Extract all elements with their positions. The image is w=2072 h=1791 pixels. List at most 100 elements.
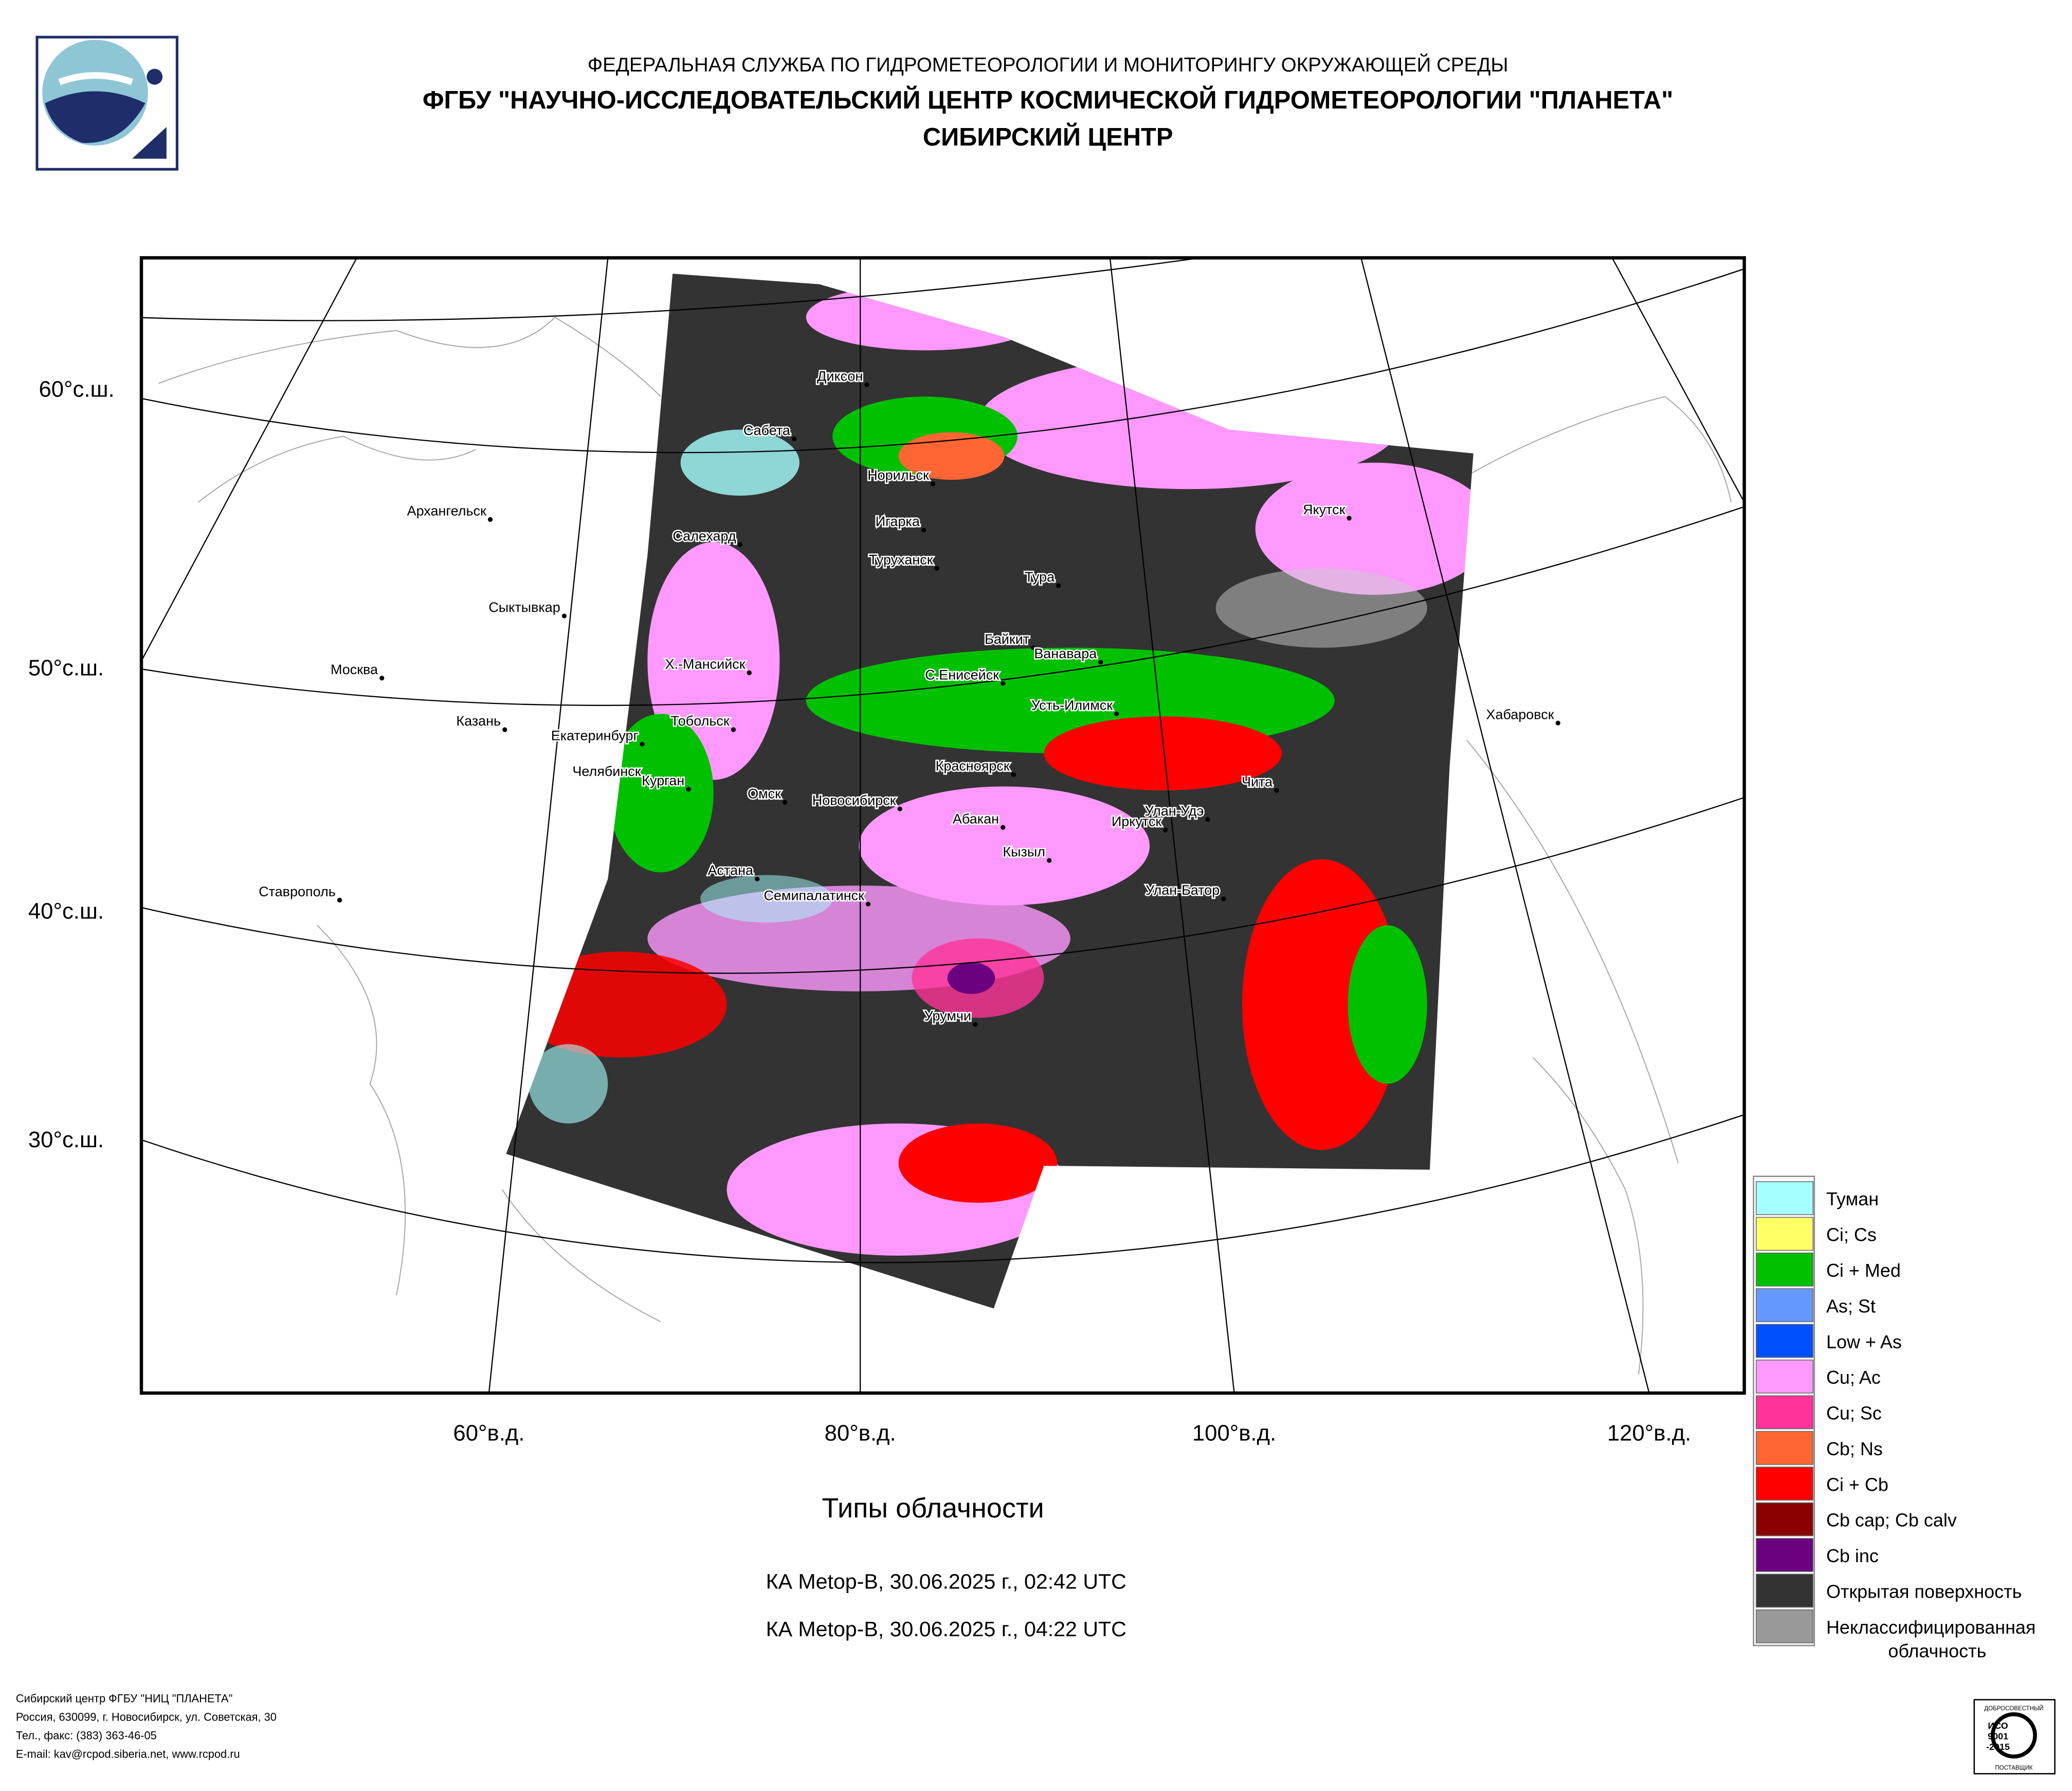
longitude-label: 100°в.д. xyxy=(1192,1421,1276,1446)
badge-text: ПОСТАВЩИК xyxy=(1995,1765,2032,1771)
city-dot xyxy=(1031,645,1036,650)
city-dot xyxy=(973,1022,978,1027)
city-dot xyxy=(731,727,736,732)
city-label: Усть-Илимск xyxy=(1031,697,1113,713)
graticule xyxy=(141,258,1744,1394)
legend-swatch xyxy=(1755,1573,1814,1608)
city-dot xyxy=(1555,720,1560,726)
footer-line: Россия, 630099, г. Новосибирск, ул. Сове… xyxy=(16,1711,277,1724)
header-line: СИБИРСКИЙ ЦЕНТР xyxy=(923,123,1173,151)
city-label: Ставрополь xyxy=(259,884,336,899)
legend-label: Открытая поверхность xyxy=(1826,1581,2022,1602)
city-dot xyxy=(502,727,507,732)
city-dot xyxy=(865,901,871,907)
city-dot xyxy=(640,741,645,747)
city-dot xyxy=(1205,817,1210,822)
legend-label: Ci + Cb xyxy=(1826,1474,1888,1495)
legend-label: Cu; Sc xyxy=(1826,1403,1882,1424)
city-dot xyxy=(1047,858,1052,863)
city-label: Иркутск xyxy=(1112,814,1162,829)
pass-info: КА Metop-B, 30.06.2025 г., 02:42 UTC xyxy=(766,1570,1126,1594)
city-dot xyxy=(1114,711,1119,716)
city-layer: Диксон Сабета Норильск Архангельск Игарка Сал… xyxy=(258,367,1560,1027)
land-outline xyxy=(158,316,1732,1375)
city-label: Абакан xyxy=(953,811,999,826)
city-dot xyxy=(755,876,760,881)
city-label: Урумчи xyxy=(924,1008,971,1023)
city-label: Кызыл xyxy=(1003,844,1045,860)
city-label: Салехард xyxy=(673,528,736,544)
city-dot xyxy=(1011,772,1016,777)
city-dot xyxy=(747,670,752,676)
legend-swatch xyxy=(1755,1609,1814,1643)
latitude-label: 50°с.ш. xyxy=(28,656,104,681)
legend-swatch xyxy=(1755,1431,1814,1465)
city-dot xyxy=(1221,896,1226,901)
iso-badge: ДОБРОСОВЕСТНЫЙ ИСО 9001 -2015 ПОСТАВЩИК xyxy=(1973,1699,2056,1775)
badge-text: 9001 xyxy=(1988,1731,2008,1742)
city-label: Казань xyxy=(456,713,501,729)
city-dot xyxy=(1347,516,1352,521)
city-label: Х.-Мансийск xyxy=(665,657,746,672)
legend-swatch xyxy=(1755,1252,1814,1287)
city-label: Норильск xyxy=(867,467,929,483)
city-label: Сабета xyxy=(743,423,790,438)
city-dot xyxy=(686,786,691,792)
city-label: Семипалатинск xyxy=(764,888,864,903)
legend-swatch xyxy=(1755,1288,1814,1323)
city-label: Екатеринбург xyxy=(551,728,639,744)
city-label: Омск xyxy=(748,786,781,802)
city-label: Диксон xyxy=(817,368,863,384)
legend-label: Low + As xyxy=(1826,1331,1902,1352)
city-label: Ванавара xyxy=(1034,646,1097,661)
city-label: Байкит xyxy=(985,631,1029,647)
city-label: Новосибирск xyxy=(812,792,896,808)
legend-swatch xyxy=(1755,1181,1814,1215)
city-dot xyxy=(379,676,385,681)
city-label: Астана xyxy=(708,863,753,878)
city-label: Улан-Батор xyxy=(1146,882,1220,898)
city-label: Хабаровск xyxy=(1486,707,1554,722)
city-label: Курган xyxy=(642,773,684,788)
header-line: ФЕДЕРАЛЬНАЯ СЛУЖБА ПО ГИДРОМЕТЕОРОЛОГИИ … xyxy=(588,53,1508,76)
city-dot xyxy=(337,897,342,903)
city-dot xyxy=(783,800,788,805)
legend-swatch xyxy=(1755,1217,1814,1251)
map: Диксон Сабета Норильск Архангельск Игарка Сал… xyxy=(139,256,1746,1395)
city-label: Челябинск xyxy=(572,764,641,779)
city-label: Туруханск xyxy=(869,552,933,568)
footer-line: Сибирский центр ФГБУ "НИЦ "ПЛАНЕТА" xyxy=(16,1692,233,1705)
footer-line: E-mail: kav@rcpod.siberia.net, www.rcpod… xyxy=(16,1748,240,1761)
legend-label: Cb cap; Cb calv xyxy=(1826,1510,1957,1531)
city-dot xyxy=(1001,681,1006,686)
badge-text: -2015 xyxy=(1986,1742,2010,1752)
badge-text: ДОБРОСОВЕСТНЫЙ xyxy=(1984,1705,2043,1712)
city-label: Красноярск xyxy=(936,758,1010,774)
city-dot xyxy=(1001,825,1006,830)
city-label: Архангельск xyxy=(407,503,486,519)
city-label: Сыктывкар xyxy=(488,600,560,615)
footer-line: Тел., факс: (383) 363-46-05 xyxy=(16,1729,157,1742)
city-dot xyxy=(487,517,493,522)
city-label: Тобольск xyxy=(670,713,729,729)
city-dot xyxy=(921,528,926,533)
legend-label: Ci + Med xyxy=(1826,1260,1901,1281)
city-dot xyxy=(1098,660,1103,665)
legend-swatch xyxy=(1755,1324,1814,1358)
city-dot xyxy=(561,613,567,619)
longitude-label: 120°в.д. xyxy=(1607,1421,1691,1446)
cloud-imagery xyxy=(506,274,1474,1309)
city-dot xyxy=(1163,827,1168,833)
legend-label: Ci; Cs xyxy=(1826,1224,1877,1245)
legend-swatch xyxy=(1755,1502,1814,1536)
legend-swatch xyxy=(1755,1538,1814,1572)
city-dot xyxy=(792,436,797,442)
city-dot xyxy=(934,566,939,571)
city-dot xyxy=(642,777,647,783)
city-label: Игарка xyxy=(876,514,920,529)
legend-swatch xyxy=(1755,1360,1814,1394)
legend-label: Cb; Ns xyxy=(1826,1438,1883,1459)
legend-label: Cb inc xyxy=(1826,1545,1879,1566)
